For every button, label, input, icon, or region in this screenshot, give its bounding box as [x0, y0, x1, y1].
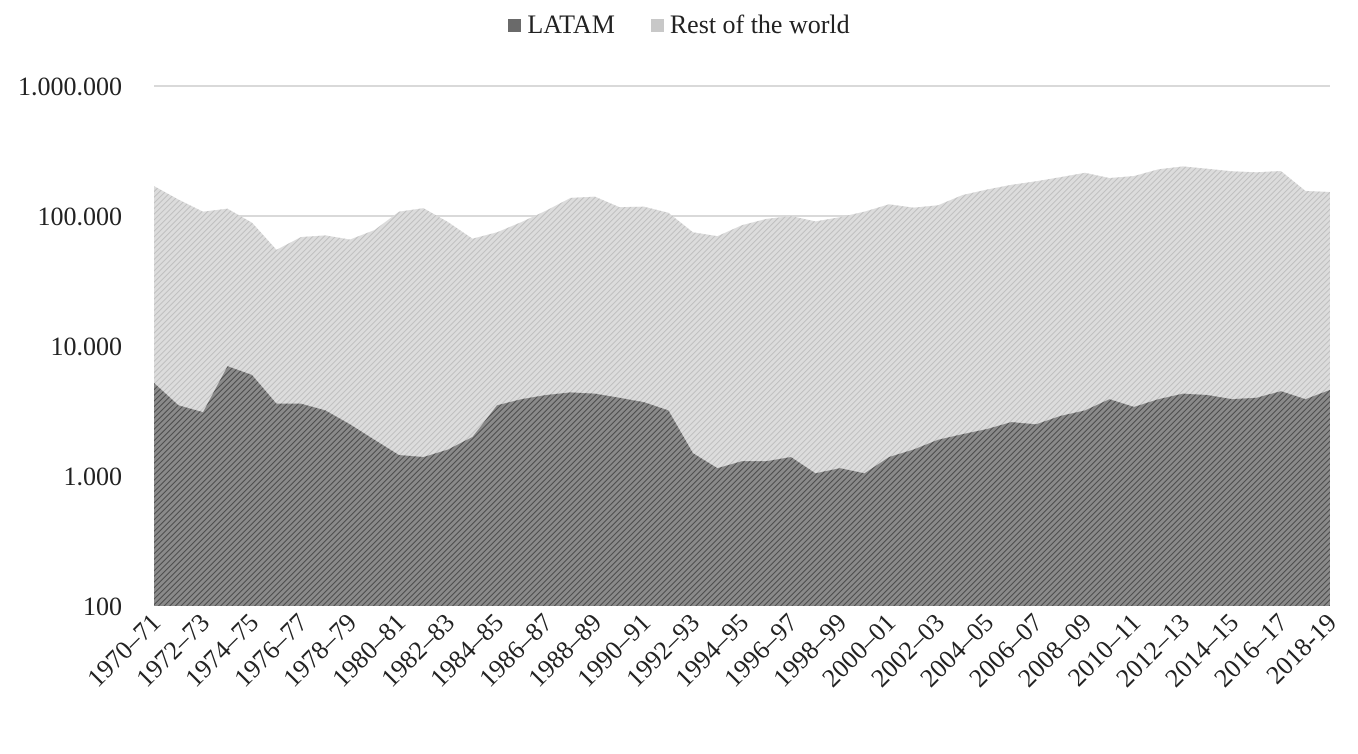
x-axis-ticks: 1970–711972–731974–751976–771978–791980–… — [81, 608, 1342, 693]
y-tick-label: 1.000 — [64, 462, 123, 491]
series-areas — [154, 166, 1330, 607]
legend-item-latam: LATAM — [508, 10, 615, 40]
legend-label-latam: LATAM — [527, 10, 615, 39]
legend-item-rest-of-world: Rest of the world — [650, 10, 850, 40]
y-axis-ticks: 100 1.000 10.000 100.000 1.000.000 — [18, 72, 122, 621]
y-tick-label: 1.000.000 — [18, 72, 122, 101]
y-tick-label: 100 — [83, 592, 122, 621]
y-tick-label: 100.000 — [38, 202, 123, 231]
legend: LATAM Rest of the world — [0, 10, 1358, 40]
area-latam — [154, 366, 1330, 606]
y-tick-label: 10.000 — [51, 332, 123, 361]
legend-label-rest-of-world: Rest of the world — [669, 10, 850, 39]
legend-swatch-latam — [508, 18, 522, 32]
legend-swatch-rest-of-world — [650, 18, 664, 32]
